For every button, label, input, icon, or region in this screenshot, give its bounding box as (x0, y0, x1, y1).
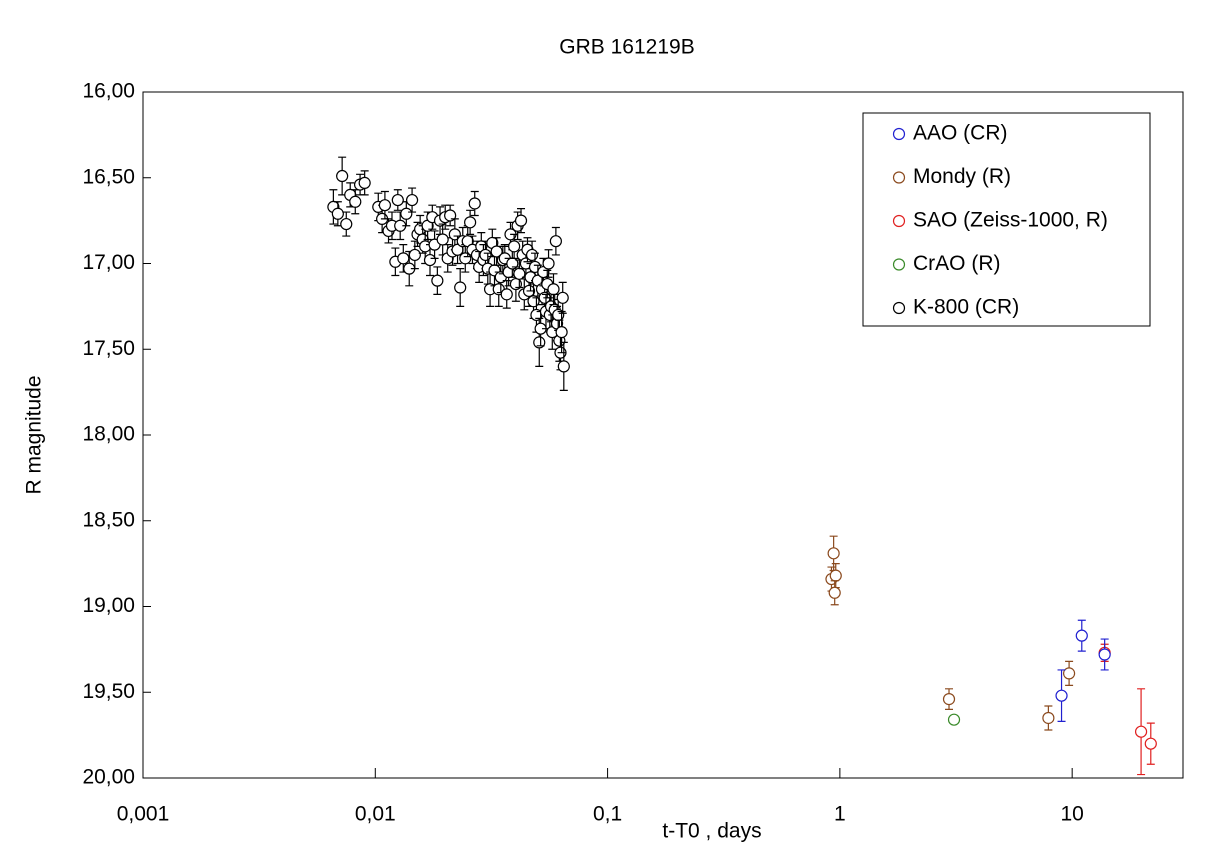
x-tick-label: 0,1 (593, 803, 622, 826)
data-point (431, 274, 444, 287)
y-tick-label: 17,00 (82, 251, 135, 274)
x-tick-label: 0,01 (355, 803, 396, 826)
data-point (1075, 629, 1088, 642)
data-point (423, 253, 437, 267)
data-point (444, 209, 457, 222)
data-point (514, 214, 528, 227)
legend-marker (892, 171, 906, 184)
legend-marker (892, 214, 906, 228)
data-point (340, 217, 353, 231)
data-point (555, 326, 568, 339)
data-point (508, 240, 521, 253)
y-tick-label: 19,50 (82, 680, 135, 703)
data-point (436, 233, 449, 246)
y-tick-label: 16,50 (82, 165, 135, 188)
legend-marker (892, 127, 906, 141)
data-point (490, 245, 503, 258)
data-point (405, 193, 419, 207)
legend-label: K-800 (CR) (913, 296, 1019, 319)
data-point (454, 281, 467, 294)
data-point (1055, 689, 1068, 702)
data-point (547, 283, 560, 296)
legend-marker (892, 258, 906, 271)
y-tick-label: 16,00 (82, 80, 135, 103)
data-point (1134, 725, 1148, 738)
y-tick-label: 20,00 (82, 766, 135, 789)
legend-label: CrAO (R) (913, 252, 1001, 275)
data-point (400, 207, 413, 220)
data-point (468, 197, 481, 210)
data-point (829, 569, 842, 582)
data-point (500, 288, 513, 301)
y-tick-label: 18,00 (82, 423, 135, 446)
legend-marker (892, 301, 906, 315)
data-point (1062, 667, 1076, 680)
x-tick-label: 10 (1060, 803, 1083, 826)
data-point (947, 713, 961, 726)
data-point (542, 257, 555, 270)
data-point (557, 360, 570, 373)
data-point (556, 291, 569, 304)
data-point (391, 193, 404, 207)
data-point (942, 693, 956, 706)
data-point (397, 252, 410, 265)
x-tick-label: 1 (834, 803, 846, 826)
data-point (358, 176, 371, 189)
x-tick-label: 0,001 (117, 803, 170, 826)
y-tick-label: 18,50 (82, 508, 135, 531)
x-axis-label: t-T0 , days (662, 820, 761, 843)
data-point (349, 195, 362, 208)
data-point (336, 169, 349, 183)
data-point (408, 248, 421, 262)
y-tick-label: 17,50 (82, 337, 135, 360)
data-point (1042, 711, 1055, 725)
data-point (828, 586, 841, 599)
data-point (331, 207, 344, 220)
y-axis-label: R magnitude (23, 375, 46, 494)
data-point (378, 199, 392, 212)
legend-label: Mondy (R) (913, 165, 1011, 188)
data-point (533, 336, 546, 349)
data-point (464, 216, 477, 229)
data-point (1098, 648, 1111, 661)
data-point (479, 248, 492, 262)
data-point (1144, 737, 1157, 750)
legend-box (862, 112, 1151, 327)
legend-label: AAO (CR) (913, 122, 1008, 145)
data-point (827, 547, 840, 560)
data-point (549, 235, 562, 248)
legend-label: SAO (Zeiss-1000, R) (913, 209, 1108, 232)
chart-title: GRB 161219B (559, 36, 694, 59)
y-tick-label: 19,00 (82, 594, 135, 617)
data-point (525, 248, 539, 262)
